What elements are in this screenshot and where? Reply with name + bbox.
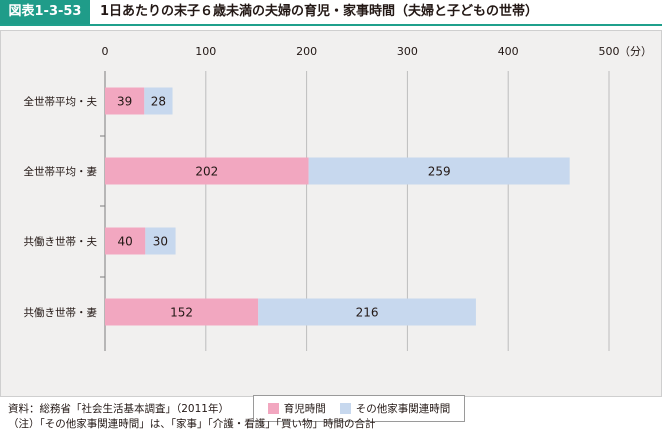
source-note: 資料：総務省「社会生活基本調査」（2011年）: [8, 403, 229, 415]
category-label: 共働き世帯・妻: [24, 306, 98, 319]
bar-segment: [308, 157, 570, 185]
bar-segment: [258, 298, 476, 326]
bar-chart: 0 100 200 300 400 500 （分） 全世帯平均・夫 39 28 全世帯平均・妻 202…: [24, 45, 652, 351]
category-label: 全世帯平均・夫: [24, 95, 98, 108]
data-label: 30: [153, 235, 168, 249]
chart-panel: 0 100 200 300 400 500 （分） 全世帯平均・夫 39 28 全世帯平均・妻 202…: [0, 30, 662, 422]
x-tick-label: 100: [195, 45, 216, 58]
legend-swatch: [339, 403, 351, 414]
legend-label: 育児時間: [283, 403, 326, 415]
data-label: 216: [356, 306, 379, 320]
figure-notes: 資料：総務省「社会生活基本調査」（2011年） （注）「その他家事関連時間」は、…: [8, 402, 376, 432]
category-label: 共働き世帯・夫: [24, 235, 98, 248]
data-label: 40: [118, 235, 133, 249]
data-label: 202: [195, 165, 218, 179]
figure-title: 1日あたりの末子６歳未満の夫婦の育児・家事時間（夫婦と子どもの世帯）: [100, 4, 539, 19]
legend-swatch: [267, 403, 279, 414]
category-label: 全世帯平均・妻: [24, 165, 98, 178]
data-label: 259: [428, 165, 451, 179]
x-tick-label: 400: [498, 45, 519, 58]
bar-segment: [145, 227, 176, 255]
bar-segment: [105, 298, 259, 326]
x-tick-label: 0: [102, 45, 109, 58]
data-label: 39: [117, 95, 132, 109]
legend-item: 育児時間: [267, 401, 326, 416]
bar-segment: [105, 157, 309, 185]
x-tick-label: 200: [296, 45, 317, 58]
figure-header: 図表1-3-53 1日あたりの末子６歳未満の夫婦の育児・家事時間（夫婦と子どもの…: [0, 0, 662, 26]
chart-legend: 育児時間 その他家事関連時間: [253, 395, 465, 422]
bar-segment: [105, 87, 145, 115]
x-tick-label: 500: [599, 45, 620, 58]
footnote: （注）「その他家事関連時間」は、「家事」「介護・看護」「買い物」時間の合計: [8, 418, 376, 430]
x-tick-label: 300: [397, 45, 418, 58]
bar-segment: [144, 87, 173, 115]
data-label: 28: [151, 95, 166, 109]
x-unit-label: （分）: [619, 45, 652, 58]
data-label: 152: [170, 306, 193, 320]
legend-label: その他家事関連時間: [355, 403, 451, 415]
bar-segment: [105, 227, 146, 255]
figure-label: 図表1-3-53: [0, 0, 90, 24]
legend-item: その他家事関連時間: [339, 401, 451, 416]
